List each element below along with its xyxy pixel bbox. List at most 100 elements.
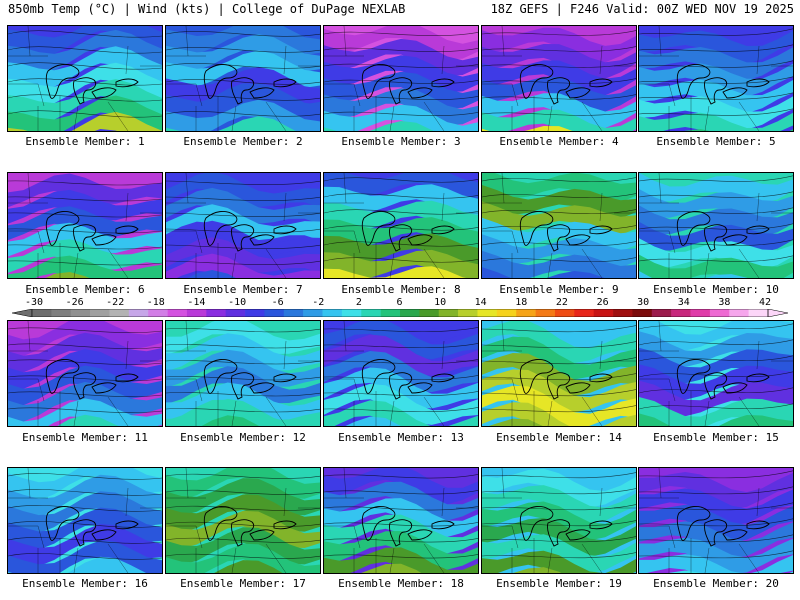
temperature-band: [639, 488, 793, 526]
temperature-band: [482, 485, 636, 524]
state-borders: [482, 321, 636, 426]
temperature-band: [45, 272, 90, 278]
color-scale-swatch: [322, 309, 343, 317]
temperature-band: [639, 30, 793, 65]
ensemble-member-map: [165, 172, 321, 279]
isoline: [639, 92, 793, 100]
color-scale-swatch: [496, 309, 517, 317]
isoline: [639, 339, 793, 346]
ensemble-member-label: Ensemble Member: 1: [25, 135, 145, 148]
isoline: [324, 209, 478, 215]
color-scale-swatch: [458, 309, 478, 317]
great-lakes-outline: [361, 506, 455, 547]
isoline: [8, 327, 162, 333]
ensemble-member-label: Ensemble Member: 2: [183, 135, 303, 148]
isoline: [639, 502, 793, 511]
ensemble-member-map: [323, 172, 479, 279]
color-scale-low-arrow: [12, 309, 33, 317]
color-scale-tick-label: -18: [146, 297, 165, 308]
isoline: [324, 554, 478, 559]
temperature-band: [8, 239, 162, 273]
isoline: [324, 474, 478, 479]
isoline: [482, 257, 636, 263]
temperature-band: [8, 365, 162, 406]
isoline: [166, 63, 320, 69]
temperature-band: [482, 126, 573, 131]
isoline: [166, 408, 320, 413]
color-scale-swatch: [283, 309, 304, 317]
color-scale-swatch: [245, 309, 265, 317]
isoline: [482, 536, 636, 543]
isoline: [8, 343, 162, 349]
isoline: [8, 46, 162, 54]
temperature-band: [482, 550, 636, 573]
isoline: [639, 534, 793, 543]
temperature-field: [324, 321, 478, 426]
state-borders: [482, 468, 636, 573]
map-title: 850mb Temp (°C) | Wind (kts) | College o…: [8, 2, 406, 16]
color-scale-swatch: [361, 309, 381, 317]
isoline: [8, 110, 162, 118]
isoline: [8, 489, 162, 496]
temperature-band: [326, 173, 478, 184]
ensemble-member-map: [323, 467, 479, 574]
ensemble-member-label: Ensemble Member: 13: [338, 431, 464, 444]
color-scale-tick-label: -2: [312, 297, 325, 308]
isoline: [8, 228, 162, 234]
isoline: [482, 552, 636, 559]
great-lakes-outline: [361, 211, 455, 252]
temperature-band: [639, 173, 793, 204]
temperature-band: [639, 47, 793, 81]
color-scale-swatch: [554, 309, 575, 317]
isoline: [482, 325, 636, 333]
great-lakes-outline: [203, 506, 297, 547]
temperature-band: [639, 254, 793, 278]
isoline: [166, 392, 320, 397]
great-lakes-outline: [45, 359, 139, 400]
isoline: [639, 371, 793, 378]
temperature-band: [324, 217, 478, 249]
isoline: [639, 355, 793, 362]
state-borders: [166, 173, 320, 278]
isoline: [482, 62, 636, 68]
isoline: [166, 196, 320, 201]
temperature-field: [639, 468, 793, 573]
temperature-field: [8, 468, 162, 573]
isoline: [324, 47, 478, 53]
temperature-band: [166, 116, 296, 131]
color-scale-tick-label: 38: [718, 297, 731, 308]
isoline: [166, 111, 320, 117]
isoline: [324, 327, 478, 333]
ensemble-member-map: [481, 172, 637, 279]
isoline: [482, 389, 636, 397]
isoline: [482, 405, 636, 413]
temperature-field: [166, 173, 320, 278]
temperature-field: [324, 173, 478, 278]
isoline: [324, 95, 478, 101]
temperature-band: [639, 380, 793, 417]
ensemble-member-label: Ensemble Member: 4: [499, 135, 619, 148]
ensemble-member-map: [7, 172, 163, 279]
isoline: [639, 175, 793, 182]
temperature-band: [8, 524, 162, 567]
isoline: [324, 241, 478, 247]
temperature-band: [639, 63, 793, 97]
temperature-field: [166, 26, 320, 131]
isoline: [639, 255, 793, 262]
color-scale-tick-label: 18: [515, 297, 528, 308]
temperature-band: [324, 38, 478, 76]
ensemble-member-label: Ensemble Member: 17: [180, 577, 306, 590]
temperature-band: [8, 79, 162, 123]
isoline: [482, 110, 636, 116]
temperature-band: [324, 121, 434, 131]
state-borders: [8, 468, 162, 573]
color-scale-tick-label: -30: [24, 297, 44, 308]
color-scale-swatch: [535, 309, 556, 317]
temperature-band: [201, 415, 260, 426]
great-lakes-outline: [519, 506, 613, 547]
ensemble-member-label: Ensemble Member: 7: [183, 283, 303, 296]
color-scale-tick-label: 14: [474, 297, 487, 308]
ensemble-member-map: [638, 467, 794, 574]
isoline: [8, 359, 162, 365]
isoline: [639, 108, 793, 116]
